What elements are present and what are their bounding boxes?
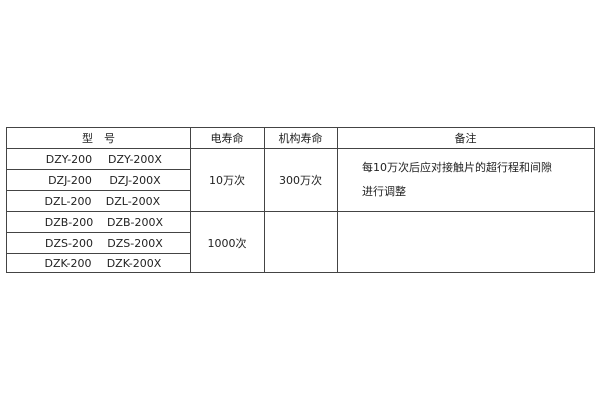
header-remarks: 备注: [454, 132, 477, 145]
header-electrical-life: 电寿命: [210, 132, 244, 145]
header-mechanical-life: 机构寿命: [278, 132, 323, 145]
model-a: DZJ-200: [48, 173, 92, 187]
header-model: 型 号: [82, 132, 115, 145]
divider: [264, 128, 265, 272]
model-a: DZB-200: [44, 215, 94, 229]
model-b: DZL-200X: [105, 194, 161, 208]
model-a: DZY-200: [45, 152, 93, 166]
model-b: DZB-200X: [106, 215, 164, 229]
model-a: DZL-200: [44, 194, 92, 208]
divider: [337, 128, 338, 272]
electrical-life-group-2: 1000次: [207, 236, 247, 250]
model-b: DZK-200X: [106, 257, 162, 270]
spec-table: 型 号 电寿命 机构寿命 备注 DZY-200 DZY-200X DZJ-200 D…: [6, 127, 595, 273]
divider: [7, 190, 190, 191]
divider: [7, 232, 190, 233]
divider: [7, 169, 190, 170]
model-b: DZS-200X: [107, 236, 163, 250]
model-a: DZK-200: [44, 257, 92, 270]
divider: [190, 128, 191, 272]
electrical-life-group-1: 10万次: [209, 174, 245, 187]
divider: [7, 253, 190, 254]
divider: [7, 211, 594, 212]
model-a: DZS-200: [45, 236, 93, 250]
divider: [7, 148, 594, 149]
model-b: DZJ-200X: [109, 173, 161, 187]
model-b: DZY-200X: [108, 152, 162, 166]
mechanical-life-group-2: [264, 212, 337, 273]
remark-line-2: 进行调整: [362, 185, 406, 198]
mechanical-life-group-1: 300万次: [279, 174, 322, 187]
remark-line-1: 每10万次后应对接触片的超行程和间隙: [362, 161, 552, 174]
